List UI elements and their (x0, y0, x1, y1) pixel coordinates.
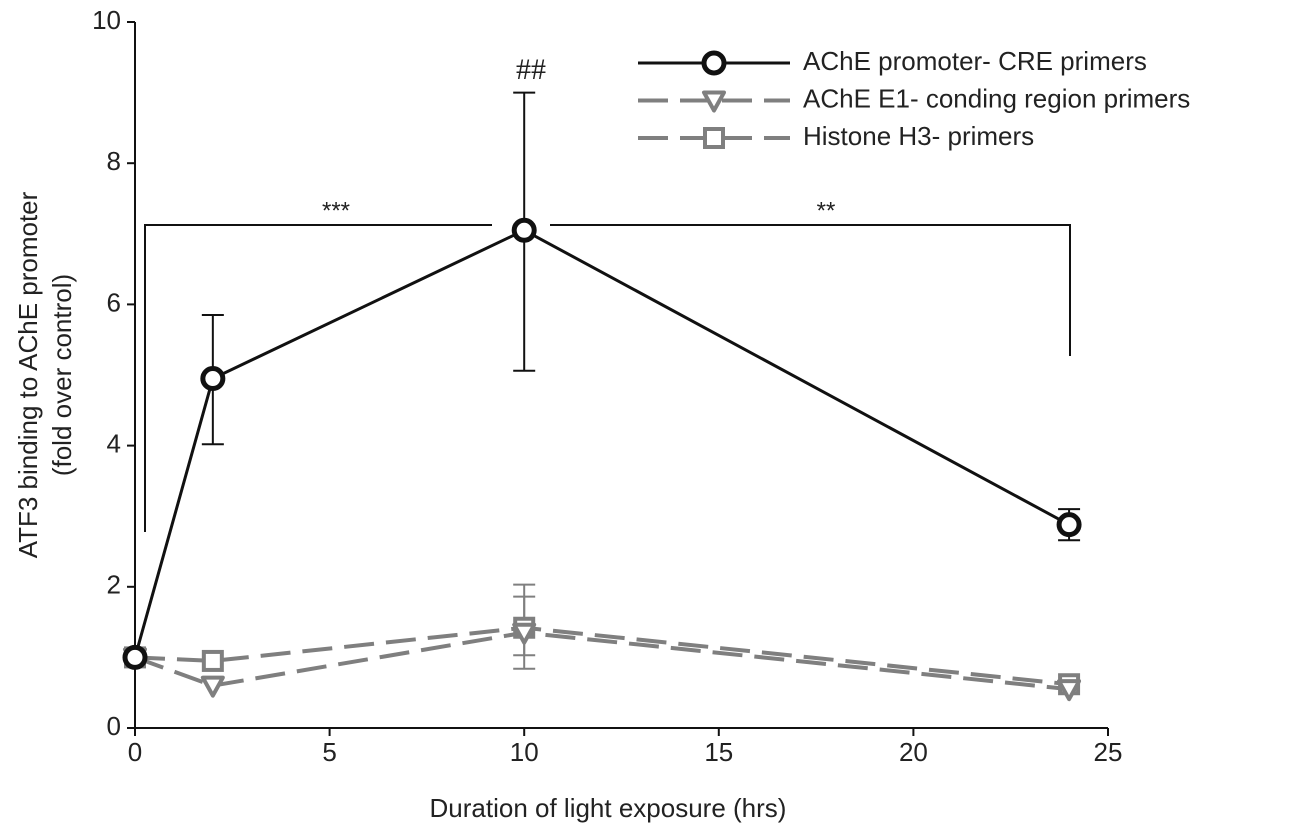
series-line (134, 625, 1070, 687)
y-axis-label-line: ATF3 binding to AChE promoter (13, 191, 43, 558)
annotation: *** (322, 197, 350, 224)
legend-label: Histone H3- primers (803, 121, 1034, 151)
y-axis-label-line: (fold over control) (47, 274, 77, 476)
marker (1057, 679, 1082, 702)
series-line (133, 228, 1070, 658)
marker (201, 649, 224, 672)
marker (122, 644, 148, 670)
y-axis-label: ATF3 binding to AChE promoter (fold over… (13, 191, 77, 558)
legend-marker (702, 90, 726, 113)
x-tick-label: 10 (510, 737, 539, 767)
annotation: ## (516, 53, 546, 86)
legend-label: AChE promoter- CRE primers (803, 46, 1147, 76)
marker (200, 366, 226, 392)
annotation: ** (817, 197, 836, 224)
y-tick-label: 10 (92, 5, 121, 35)
marker (1056, 512, 1082, 538)
marker (200, 675, 225, 698)
bracket (550, 224, 1071, 356)
x-tick-label: 25 (1094, 737, 1123, 767)
x-tick-label: 0 (128, 737, 142, 767)
series-line (134, 630, 1070, 692)
y-tick-label: 6 (107, 287, 121, 317)
y-tick-label: 0 (107, 711, 121, 741)
y-tick-label: 2 (107, 570, 121, 600)
y-tick-label: 8 (107, 146, 121, 176)
x-axis-label: Duration of light exposure (hrs) (430, 793, 787, 823)
y-tick-label: 4 (107, 428, 121, 458)
x-tick-label: 20 (899, 737, 928, 767)
marker (511, 217, 537, 243)
marker (512, 622, 537, 645)
legend-label: AChE E1- conding region primers (803, 83, 1190, 113)
bracket (144, 224, 492, 532)
x-tick-label: 15 (704, 737, 733, 767)
significance-brackets (144, 224, 1071, 532)
legend-marker (703, 127, 725, 149)
x-tick-label: 5 (322, 737, 336, 767)
legend-marker (701, 50, 727, 76)
